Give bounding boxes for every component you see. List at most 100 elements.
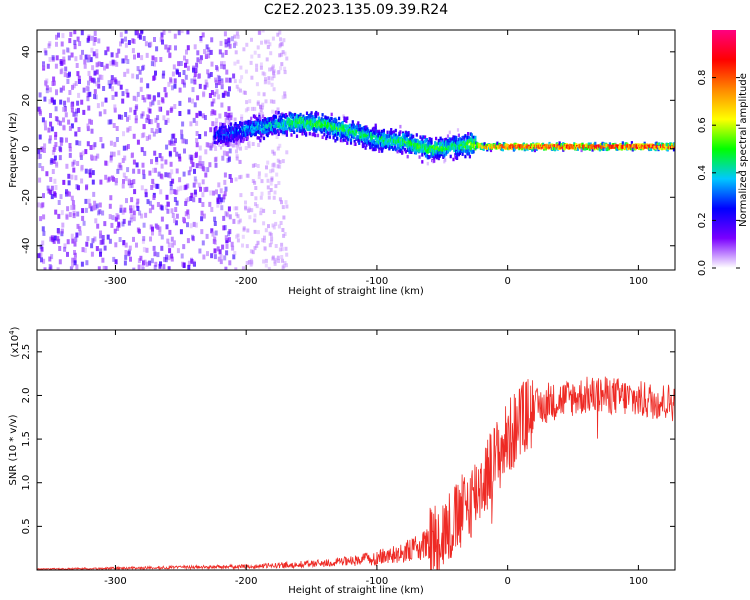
heatmap-cell bbox=[132, 159, 136, 165]
heatmap-cell bbox=[265, 165, 268, 170]
heatmap-cell bbox=[74, 175, 78, 181]
heatmap-cell bbox=[422, 135, 425, 139]
heatmap-cell bbox=[186, 197, 190, 202]
heatmap-cell bbox=[285, 263, 288, 268]
heatmap-cell bbox=[74, 117, 78, 123]
snr-y-scale-exponent: 4 bbox=[8, 330, 16, 335]
heatmap-cell bbox=[350, 123, 353, 128]
heatmap-cell bbox=[489, 148, 493, 153]
heatmap-cell bbox=[121, 209, 125, 215]
heatmap-cell bbox=[55, 161, 59, 167]
heatmap-cell bbox=[387, 134, 390, 139]
heatmap-cell bbox=[278, 44, 282, 49]
heatmap-cell bbox=[355, 129, 358, 134]
heatmap-cell bbox=[253, 115, 256, 119]
heatmap-cell bbox=[264, 263, 268, 268]
heatmap-cell bbox=[298, 116, 301, 120]
heatmap-cell bbox=[584, 146, 587, 151]
heatmap-cell bbox=[62, 179, 66, 185]
heatmap-cell bbox=[204, 79, 208, 85]
heatmap-cell bbox=[201, 192, 205, 198]
heatmap-cell bbox=[194, 179, 198, 185]
heatmap-cell bbox=[264, 40, 268, 45]
colorbar-gradient bbox=[712, 30, 736, 268]
heatmap-cell bbox=[271, 36, 275, 41]
heatmap-cell bbox=[90, 154, 93, 160]
heatmap-cell bbox=[433, 156, 436, 160]
heatmap-cell bbox=[257, 30, 261, 35]
heatmap-cell bbox=[282, 215, 286, 220]
heatmap-cell bbox=[142, 132, 146, 138]
heatmap-cell bbox=[121, 58, 125, 64]
spectrogram-x-tick-label: -200 bbox=[235, 276, 258, 287]
heatmap-cell bbox=[269, 99, 273, 104]
snr-x-tick-label: -200 bbox=[235, 576, 258, 587]
heatmap-cell bbox=[178, 100, 182, 106]
heatmap-cell bbox=[170, 253, 174, 259]
heatmap-cell bbox=[139, 77, 143, 83]
heatmap-cell bbox=[159, 189, 163, 195]
heatmap-cell bbox=[97, 83, 101, 89]
heatmap-cell bbox=[313, 127, 316, 132]
heatmap-cell bbox=[81, 150, 85, 156]
heatmap-cell bbox=[227, 112, 231, 118]
heatmap-cell bbox=[430, 152, 433, 156]
heatmap-cell bbox=[192, 182, 196, 188]
heatmap-cell bbox=[84, 168, 88, 174]
heatmap-cell bbox=[344, 138, 347, 142]
heatmap-cell bbox=[223, 90, 227, 96]
heatmap-cell bbox=[143, 259, 147, 265]
heatmap-cell bbox=[70, 103, 74, 109]
heatmap-cell bbox=[459, 145, 462, 149]
heatmap-cell bbox=[343, 129, 346, 133]
heatmap-cell bbox=[173, 33, 177, 39]
heatmap-cell bbox=[78, 140, 82, 146]
heatmap-cell bbox=[271, 117, 274, 121]
heatmap-cell bbox=[113, 60, 117, 66]
heatmap-cell bbox=[114, 216, 118, 222]
heatmap-cell bbox=[201, 113, 205, 119]
heatmap-cell bbox=[211, 231, 215, 237]
heatmap-cell bbox=[235, 156, 239, 161]
heatmap-cell bbox=[428, 139, 431, 143]
heatmap-cell bbox=[285, 150, 289, 155]
heatmap-cell bbox=[228, 229, 232, 235]
heatmap-cell bbox=[76, 223, 80, 229]
heatmap-cell bbox=[72, 111, 76, 117]
heatmap-cell bbox=[62, 56, 66, 62]
heatmap-cell bbox=[449, 154, 452, 159]
heatmap-cell bbox=[178, 72, 181, 78]
heatmap-cell bbox=[117, 221, 121, 227]
heatmap-cell bbox=[620, 147, 623, 151]
heatmap-cell bbox=[278, 30, 282, 35]
heatmap-cell bbox=[235, 206, 239, 211]
heatmap-cell bbox=[171, 85, 174, 91]
heatmap-cell bbox=[191, 162, 195, 168]
heatmap-cell bbox=[93, 89, 97, 95]
heatmap-cell bbox=[234, 122, 237, 126]
heatmap-cell bbox=[405, 133, 408, 138]
heatmap-cell bbox=[238, 79, 242, 84]
spectrogram-x-label: Height of straight line (km) bbox=[288, 286, 424, 297]
heatmap-cell bbox=[221, 143, 224, 147]
heatmap-cell bbox=[315, 114, 318, 118]
heatmap-cell bbox=[106, 46, 110, 52]
heatmap-cell bbox=[101, 101, 104, 107]
heatmap-cell bbox=[68, 71, 71, 77]
heatmap-cell bbox=[242, 90, 246, 95]
heatmap-cell bbox=[233, 40, 237, 45]
heatmap-cell bbox=[196, 57, 200, 63]
heatmap-cell bbox=[61, 222, 65, 228]
heatmap-cell bbox=[251, 120, 255, 125]
heatmap-cell bbox=[145, 117, 149, 123]
heatmap-cell bbox=[37, 149, 41, 155]
heatmap-cell bbox=[68, 146, 72, 152]
heatmap-cell bbox=[402, 131, 405, 135]
heatmap-cell bbox=[95, 81, 99, 87]
heatmap-cell bbox=[253, 229, 257, 234]
heatmap-cell bbox=[208, 162, 212, 168]
heatmap-cell bbox=[446, 149, 450, 154]
heatmap-cell bbox=[38, 92, 42, 98]
heatmap-cell bbox=[140, 147, 144, 153]
